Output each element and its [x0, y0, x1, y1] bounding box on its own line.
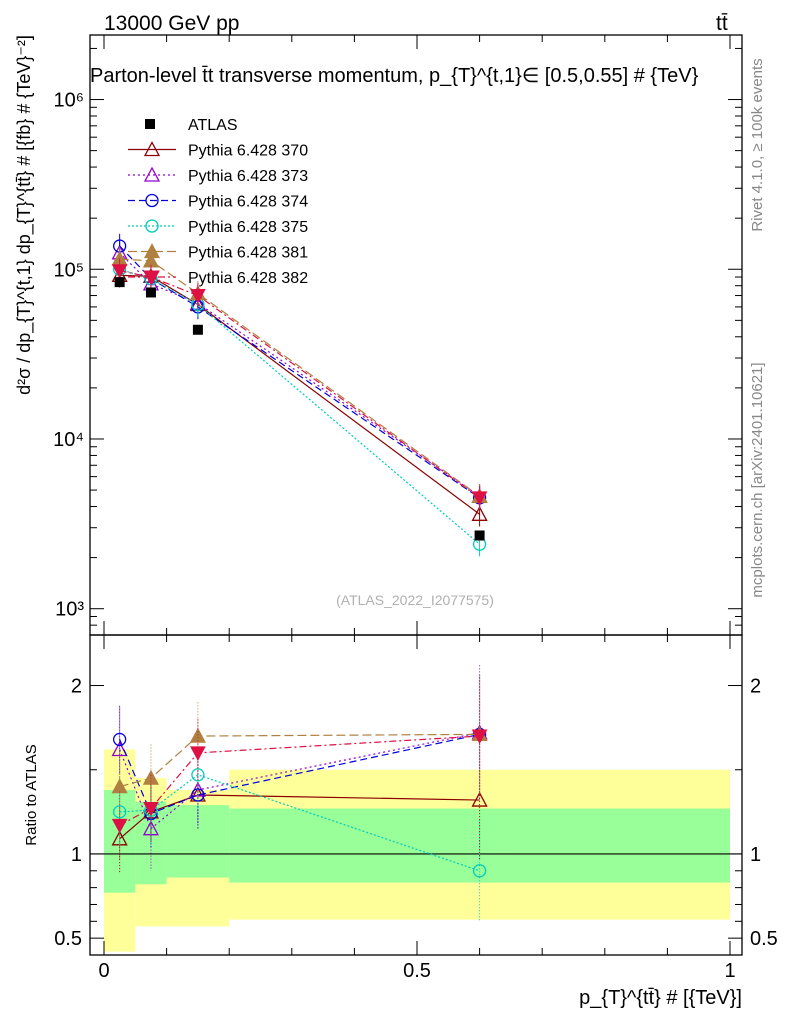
data-point — [471, 491, 488, 506]
atlas-data-point — [192, 324, 203, 335]
ratio-point — [471, 791, 488, 807]
ratio-point — [111, 818, 128, 834]
legend-label: Pythia 6.428 382 — [188, 270, 308, 287]
ratio-tick-label-right: 0.5 — [750, 928, 778, 950]
data-point — [471, 505, 488, 521]
y-tick-label: 10⁶ — [54, 90, 84, 112]
ratio-y-axis-label: Ratio to ATLAS — [23, 744, 40, 845]
legend-label: Pythia 6.428 370 — [188, 143, 308, 160]
legend-label: Pythia 6.428 374 — [188, 194, 308, 211]
plot-title: Parton-level t̄t transverse momentum, p_… — [90, 65, 699, 87]
ratio-point — [190, 746, 206, 761]
data-point — [190, 289, 206, 304]
ratio-point — [113, 805, 127, 819]
legend-marker — [143, 166, 161, 182]
legend-marker — [145, 193, 159, 208]
x-tick-label: 0.5 — [403, 960, 431, 982]
ratio-tick-label: 0.5 — [54, 928, 82, 950]
series-line-main — [119, 274, 480, 515]
series-line-ratio — [119, 735, 480, 826]
mcplots-label: mcplots.cern.ch [arXiv:2401.10621] — [749, 362, 766, 597]
series-line-main — [119, 270, 480, 499]
atlas-data-point — [114, 277, 125, 288]
series-line-ratio — [119, 733, 480, 788]
series-line-main — [119, 252, 480, 497]
y-tick-label: 10⁵ — [53, 259, 84, 281]
legend-label: Pythia 6.428 381 — [188, 245, 308, 262]
legend-marker — [143, 243, 161, 259]
x-tick-label: 0 — [98, 960, 109, 982]
ratio-point — [142, 803, 160, 819]
series-line-ratio — [119, 794, 480, 840]
header-left-label: 13000 GeV pp — [104, 12, 239, 35]
x-axis-label: p_{T}^{tt̄} # [{TeV}] — [579, 987, 742, 1009]
watermark: (ATLAS_2022_I2077575) — [336, 592, 494, 608]
series-line-ratio — [119, 774, 480, 872]
y-tick-label: 10⁴ — [53, 429, 84, 451]
series-line-main — [119, 268, 480, 545]
ratio-tick-label-right: 1 — [750, 844, 761, 866]
legend: ATLAS Pythia 6.428 370 Pythia 6.428 373 Pyt… — [128, 117, 308, 287]
ratio-tick-label: 2 — [71, 676, 82, 698]
y-tick-label: 10³ — [55, 599, 84, 621]
ratio-point — [471, 729, 488, 745]
header-right-label: tt̄ — [716, 12, 728, 35]
legend-label: Pythia 6.428 375 — [188, 219, 308, 236]
legend-atlas-marker — [145, 119, 155, 129]
ratio-point — [113, 732, 127, 747]
ratio-point — [143, 801, 159, 817]
atlas-data-point — [474, 530, 485, 541]
main-y-axis-label: d²σ / dp_{T}^{t,1} dp_{T}^{tt̄} # [{fb} … — [14, 35, 35, 395]
ratio-plot-frame — [89, 634, 743, 956]
series-line-ratio — [119, 732, 480, 830]
series-line-ratio — [119, 733, 480, 815]
atlas-data-point — [145, 287, 156, 298]
ratio-tick-label-right: 2 — [750, 676, 761, 698]
legend-marker — [145, 219, 159, 233]
legend-atlas-label: ATLAS — [188, 117, 238, 134]
ratio-point — [189, 727, 206, 743]
ratio-tick-label: 1 — [71, 844, 82, 866]
chart-layer: 0 0.5 1 10³ 10⁴ 10⁵ 10⁶ 0.5 0.5 1 1 2 2 ATLAS Pythia 6… — [53, 34, 778, 982]
ratio-point — [111, 741, 128, 757]
data-point — [111, 264, 128, 279]
x-tick-label: 1 — [724, 960, 735, 982]
legend-label: Pythia 6.428 373 — [188, 168, 308, 185]
series-line-main — [119, 245, 480, 499]
legend-marker — [143, 141, 161, 157]
ratio-point — [191, 788, 205, 802]
rivet-label: Rivet 4.1.0, ≥ 100k events — [749, 58, 766, 231]
ratio-point — [472, 864, 487, 878]
legend-marker — [144, 270, 160, 286]
